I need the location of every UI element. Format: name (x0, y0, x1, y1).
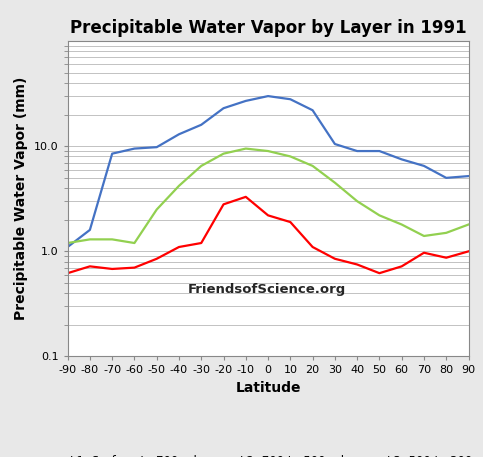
L2: 700 to 500 mb: (70, 1.4): 700 to 500 mb: (70, 1.4) (421, 233, 427, 239)
L1: Surface to 700 mb: (-70, 8.5): Surface to 700 mb: (-70, 8.5) (109, 151, 115, 156)
L1: Surface to 700 mb: (70, 6.5): Surface to 700 mb: (70, 6.5) (421, 163, 427, 169)
L3: 500 to 300 mb: (50, 0.62): 500 to 300 mb: (50, 0.62) (377, 271, 383, 276)
L1: Surface to 700 mb: (20, 22): Surface to 700 mb: (20, 22) (310, 107, 315, 113)
L2: 700 to 500 mb: (80, 1.5): 700 to 500 mb: (80, 1.5) (443, 230, 449, 235)
L1: Surface to 700 mb: (30, 10.5): Surface to 700 mb: (30, 10.5) (332, 141, 338, 147)
Title: Precipitable Water Vapor by Layer in 1991: Precipitable Water Vapor by Layer in 199… (70, 19, 467, 37)
L2: 700 to 500 mb: (-30, 6.5): 700 to 500 mb: (-30, 6.5) (199, 163, 204, 169)
L1: Surface to 700 mb: (-40, 13): Surface to 700 mb: (-40, 13) (176, 132, 182, 137)
L3: 500 to 300 mb: (0, 2.2): 500 to 300 mb: (0, 2.2) (265, 213, 271, 218)
L1: Surface to 700 mb: (-50, 9.8): Surface to 700 mb: (-50, 9.8) (154, 144, 159, 150)
L1: Surface to 700 mb: (-90, 1.1): Surface to 700 mb: (-90, 1.1) (65, 244, 71, 250)
L2: 700 to 500 mb: (-70, 1.3): 700 to 500 mb: (-70, 1.3) (109, 237, 115, 242)
L3: 500 to 300 mb: (-80, 0.72): 500 to 300 mb: (-80, 0.72) (87, 264, 93, 269)
L2: 700 to 500 mb: (20, 6.5): 700 to 500 mb: (20, 6.5) (310, 163, 315, 169)
L3: 500 to 300 mb: (-50, 0.85): 500 to 300 mb: (-50, 0.85) (154, 256, 159, 261)
L2: 700 to 500 mb: (-20, 8.5): 700 to 500 mb: (-20, 8.5) (221, 151, 227, 156)
L1: Surface to 700 mb: (10, 28): Surface to 700 mb: (10, 28) (287, 96, 293, 102)
L3: 500 to 300 mb: (40, 0.75): 500 to 300 mb: (40, 0.75) (354, 262, 360, 267)
L3: 500 to 300 mb: (30, 0.85): 500 to 300 mb: (30, 0.85) (332, 256, 338, 261)
L3: 500 to 300 mb: (-60, 0.7): 500 to 300 mb: (-60, 0.7) (131, 265, 137, 271)
L3: 500 to 300 mb: (-70, 0.68): 500 to 300 mb: (-70, 0.68) (109, 266, 115, 272)
L1: Surface to 700 mb: (50, 9): Surface to 700 mb: (50, 9) (377, 149, 383, 154)
Line: L1: Surface to 700 mb: L1: Surface to 700 mb (68, 96, 469, 247)
L2: 700 to 500 mb: (60, 1.8): 700 to 500 mb: (60, 1.8) (399, 222, 405, 227)
L3: 500 to 300 mb: (70, 0.97): 500 to 300 mb: (70, 0.97) (421, 250, 427, 255)
L3: 500 to 300 mb: (-20, 2.8): 500 to 300 mb: (-20, 2.8) (221, 202, 227, 207)
L1: Surface to 700 mb: (-10, 27): Surface to 700 mb: (-10, 27) (243, 98, 249, 104)
Legend: L1: Surface to 700 mb, L2: 700 to 500 mb, L3: 500 to 300 mb: L1: Surface to 700 mb, L2: 700 to 500 mb… (36, 451, 483, 457)
L1: Surface to 700 mb: (80, 5): Surface to 700 mb: (80, 5) (443, 175, 449, 181)
L3: 500 to 300 mb: (-40, 1.1): 500 to 300 mb: (-40, 1.1) (176, 244, 182, 250)
L1: Surface to 700 mb: (-20, 23): Surface to 700 mb: (-20, 23) (221, 106, 227, 111)
L3: 500 to 300 mb: (10, 1.9): 500 to 300 mb: (10, 1.9) (287, 219, 293, 225)
L3: 500 to 300 mb: (20, 1.1): 500 to 300 mb: (20, 1.1) (310, 244, 315, 250)
L1: Surface to 700 mb: (40, 9): Surface to 700 mb: (40, 9) (354, 149, 360, 154)
L1: Surface to 700 mb: (90, 5.2): Surface to 700 mb: (90, 5.2) (466, 173, 471, 179)
L2: 700 to 500 mb: (-40, 4.2): 700 to 500 mb: (-40, 4.2) (176, 183, 182, 189)
L3: 500 to 300 mb: (-10, 3.3): 500 to 300 mb: (-10, 3.3) (243, 194, 249, 200)
L1: Surface to 700 mb: (-80, 1.6): Surface to 700 mb: (-80, 1.6) (87, 227, 93, 233)
L3: 500 to 300 mb: (80, 0.87): 500 to 300 mb: (80, 0.87) (443, 255, 449, 260)
L2: 700 to 500 mb: (90, 1.8): 700 to 500 mb: (90, 1.8) (466, 222, 471, 227)
L1: Surface to 700 mb: (-30, 16): Surface to 700 mb: (-30, 16) (199, 122, 204, 128)
Line: L2: 700 to 500 mb: L2: 700 to 500 mb (68, 149, 469, 243)
Line: L3: 500 to 300 mb: L3: 500 to 300 mb (68, 197, 469, 273)
L3: 500 to 300 mb: (90, 1): 500 to 300 mb: (90, 1) (466, 249, 471, 254)
L1: Surface to 700 mb: (0, 30): Surface to 700 mb: (0, 30) (265, 93, 271, 99)
X-axis label: Latitude: Latitude (235, 381, 301, 395)
L2: 700 to 500 mb: (10, 8): 700 to 500 mb: (10, 8) (287, 154, 293, 159)
L2: 700 to 500 mb: (0, 9): 700 to 500 mb: (0, 9) (265, 149, 271, 154)
L2: 700 to 500 mb: (-50, 2.5): 700 to 500 mb: (-50, 2.5) (154, 207, 159, 212)
L2: 700 to 500 mb: (-10, 9.5): 700 to 500 mb: (-10, 9.5) (243, 146, 249, 151)
Y-axis label: Precipitable Water Vapor (mm): Precipitable Water Vapor (mm) (14, 77, 28, 320)
L2: 700 to 500 mb: (30, 4.5): 700 to 500 mb: (30, 4.5) (332, 180, 338, 186)
L2: 700 to 500 mb: (-90, 1.2): 700 to 500 mb: (-90, 1.2) (65, 240, 71, 246)
L2: 700 to 500 mb: (-80, 1.3): 700 to 500 mb: (-80, 1.3) (87, 237, 93, 242)
L2: 700 to 500 mb: (50, 2.2): 700 to 500 mb: (50, 2.2) (377, 213, 383, 218)
L1: Surface to 700 mb: (60, 7.5): Surface to 700 mb: (60, 7.5) (399, 157, 405, 162)
L3: 500 to 300 mb: (-30, 1.2): 500 to 300 mb: (-30, 1.2) (199, 240, 204, 246)
L3: 500 to 300 mb: (60, 0.72): 500 to 300 mb: (60, 0.72) (399, 264, 405, 269)
L2: 700 to 500 mb: (-60, 1.2): 700 to 500 mb: (-60, 1.2) (131, 240, 137, 246)
Text: FriendsofScience.org: FriendsofScience.org (188, 283, 346, 297)
L2: 700 to 500 mb: (40, 3): 700 to 500 mb: (40, 3) (354, 198, 360, 204)
L1: Surface to 700 mb: (-60, 9.5): Surface to 700 mb: (-60, 9.5) (131, 146, 137, 151)
L3: 500 to 300 mb: (-90, 0.62): 500 to 300 mb: (-90, 0.62) (65, 271, 71, 276)
